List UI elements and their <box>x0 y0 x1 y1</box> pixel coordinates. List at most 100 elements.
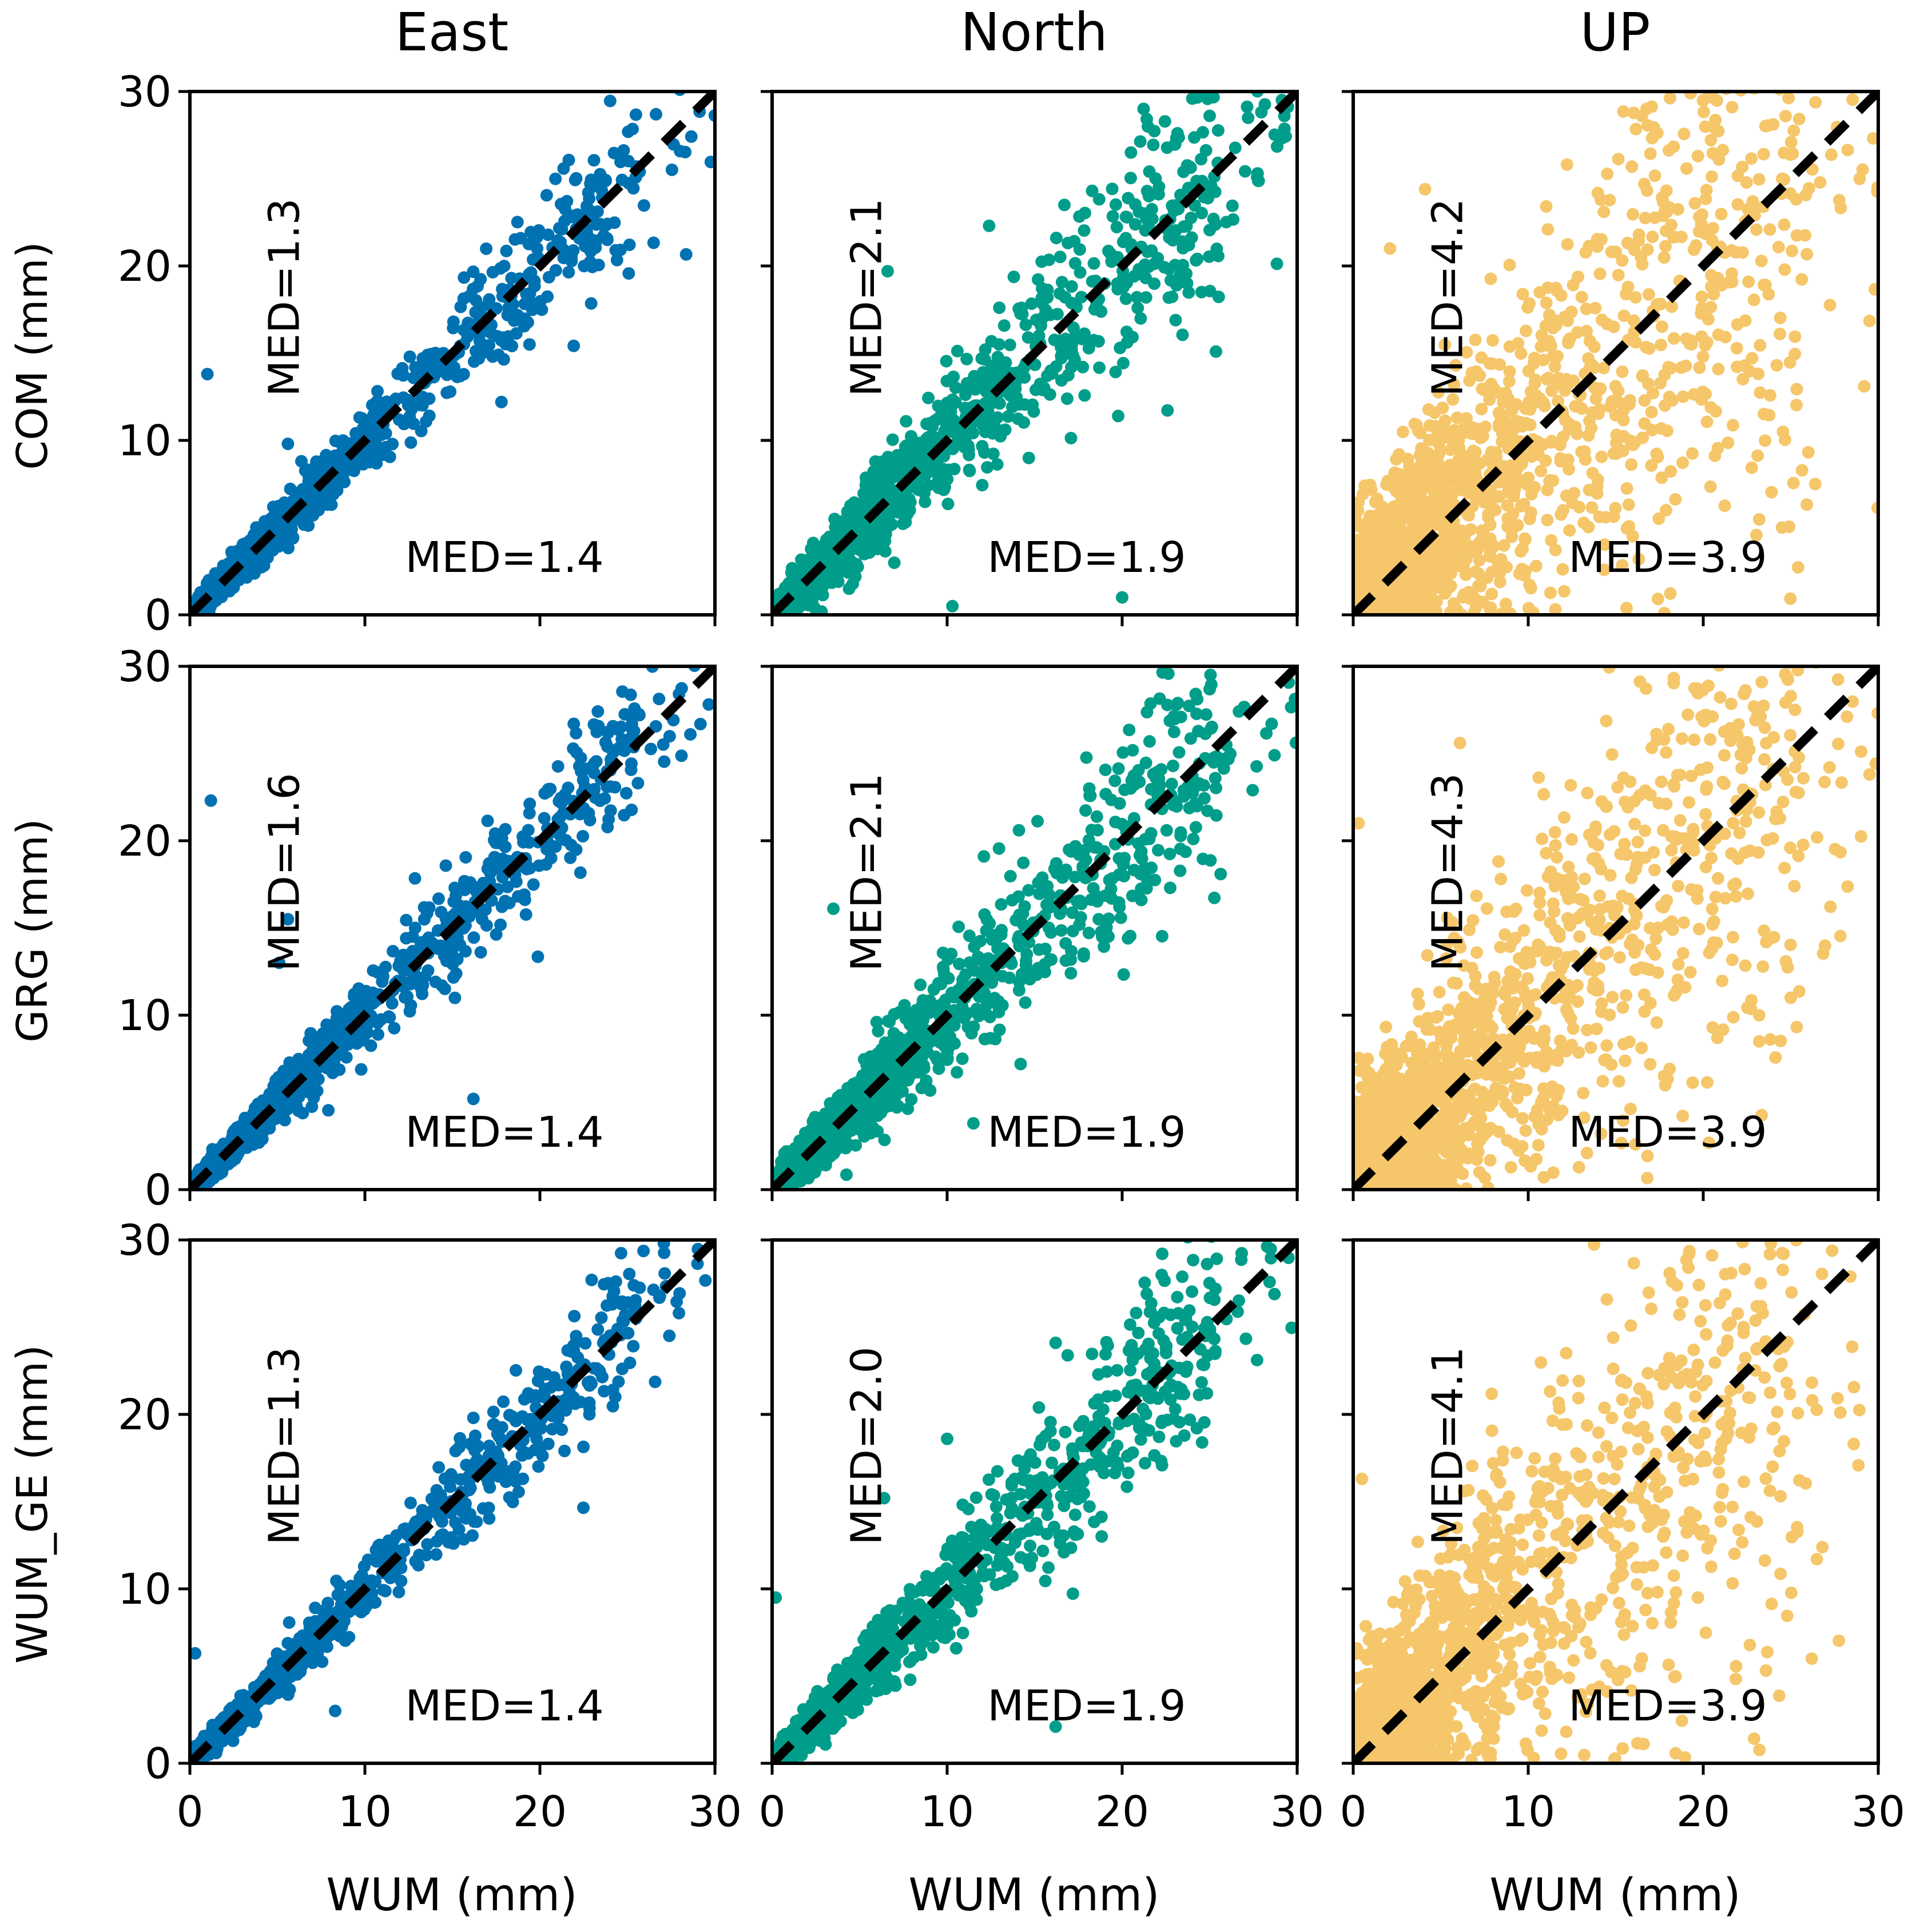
data-point <box>1109 198 1122 211</box>
data-point <box>1171 127 1184 140</box>
data-point <box>1519 533 1532 546</box>
data-point <box>1665 218 1678 232</box>
data-point <box>1014 307 1027 320</box>
data-point <box>1762 119 1775 132</box>
data-point <box>209 582 222 595</box>
data-point <box>1438 550 1452 563</box>
data-point <box>1036 383 1050 396</box>
data-point <box>1610 428 1623 442</box>
data-point <box>1750 528 1763 542</box>
data-point <box>1695 217 1708 230</box>
data-point <box>1778 173 1791 186</box>
data-point <box>1465 458 1478 471</box>
data-point <box>1652 512 1665 525</box>
reference-line <box>772 92 1297 615</box>
data-point <box>1110 221 1123 234</box>
data-point <box>1475 524 1488 537</box>
data-point <box>695 643 707 656</box>
data-point <box>1185 231 1198 244</box>
data-point <box>613 149 626 161</box>
data-point <box>1499 386 1512 399</box>
data-point <box>828 512 841 526</box>
data-point <box>1130 291 1143 304</box>
data-point <box>1438 414 1452 427</box>
data-point <box>1402 582 1416 595</box>
data-point <box>1473 554 1486 567</box>
data-point <box>1469 333 1482 347</box>
data-point <box>1163 231 1176 244</box>
data-point <box>1210 345 1222 358</box>
data-point <box>1657 209 1670 222</box>
data-point <box>1506 507 1520 520</box>
data-point <box>1226 199 1239 212</box>
data-point <box>1704 301 1718 314</box>
data-point <box>1667 332 1680 345</box>
y-tick-label: 0 <box>145 591 172 640</box>
data-point <box>1642 377 1655 391</box>
data-point <box>1790 399 1803 412</box>
data-point <box>792 602 805 615</box>
data-point <box>1841 144 1854 157</box>
data-point <box>1858 380 1871 393</box>
data-point <box>470 344 482 357</box>
data-point <box>1699 120 1712 133</box>
data-point <box>1184 212 1198 224</box>
data-point <box>471 280 484 293</box>
reference-line <box>190 92 715 615</box>
data-point <box>1582 429 1595 442</box>
data-point <box>359 451 372 464</box>
data-point <box>1384 242 1397 255</box>
data-point <box>1437 522 1450 534</box>
data-point <box>1591 186 1604 200</box>
data-point <box>951 344 964 357</box>
data-point <box>494 262 507 275</box>
data-point <box>1752 173 1766 186</box>
data-point <box>905 430 917 443</box>
data-point <box>810 587 823 600</box>
data-point <box>1007 271 1020 284</box>
data-point <box>657 78 669 90</box>
data-point <box>1774 311 1787 324</box>
data-point <box>1485 446 1498 459</box>
data-point <box>665 163 678 176</box>
data-point <box>1140 113 1153 126</box>
data-point <box>1025 297 1038 310</box>
data-point <box>1718 246 1731 259</box>
data-point <box>1763 223 1776 236</box>
data-point <box>475 301 488 314</box>
data-point <box>1679 359 1692 372</box>
data-point <box>1559 384 1572 397</box>
data-point <box>1612 153 1625 166</box>
data-point <box>1580 303 1593 316</box>
data-point <box>467 265 480 279</box>
data-point <box>1505 427 1518 440</box>
data-point <box>1481 571 1494 584</box>
data-point <box>1705 269 1718 282</box>
data-point <box>1169 313 1182 327</box>
data-point <box>1438 587 1452 600</box>
data-point <box>842 582 856 595</box>
data-point <box>1609 245 1622 259</box>
data-point <box>1591 240 1604 253</box>
data-point <box>843 562 856 575</box>
data-point <box>1626 530 1639 543</box>
data-point <box>1597 563 1611 577</box>
data-point <box>985 335 998 348</box>
data-point <box>1197 73 1210 86</box>
data-point <box>1867 132 1878 145</box>
data-point <box>1616 559 1629 572</box>
data-point <box>1808 478 1822 491</box>
data-point <box>1022 451 1035 464</box>
data-point <box>1629 122 1643 136</box>
data-point <box>1699 192 1712 205</box>
data-point <box>562 266 575 279</box>
data-point <box>1683 337 1696 350</box>
data-point <box>1148 125 1161 138</box>
data-point <box>281 438 295 451</box>
data-point <box>1740 176 1753 189</box>
data-point <box>960 352 973 365</box>
data-point <box>884 486 897 498</box>
data-point <box>1397 426 1409 439</box>
